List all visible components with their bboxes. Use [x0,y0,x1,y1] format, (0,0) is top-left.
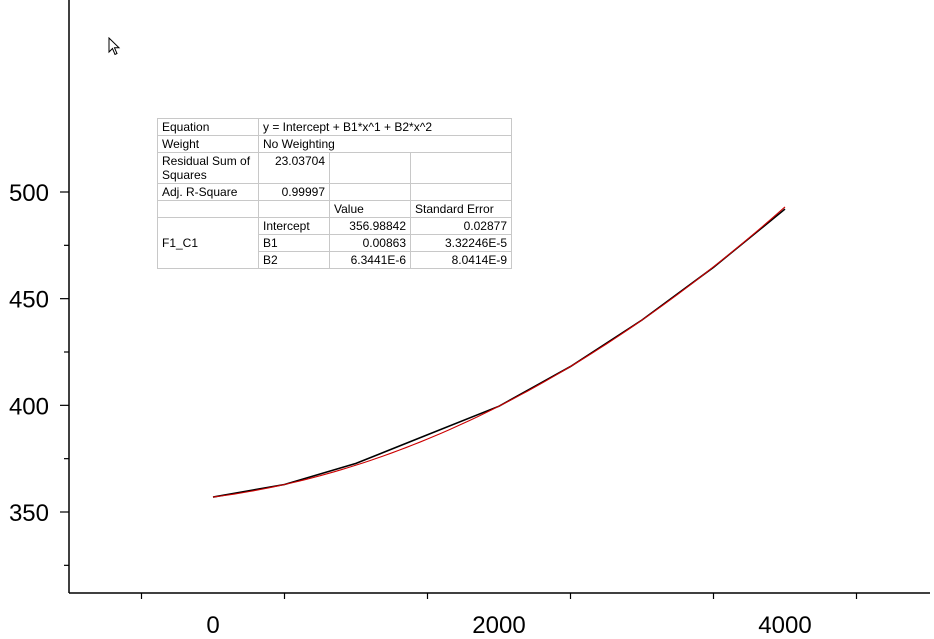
param-standard-error: 3.32246E-5 [410,234,512,252]
adj-r-square-label: Adj. R-Square [157,183,259,201]
param-name: Intercept [258,217,330,235]
table-row: Adj. R-Square 0.99997 [157,183,512,201]
param-value: 6.3441E-6 [329,251,411,269]
y-tick-label: 350 [9,500,49,527]
series [212,206,786,498]
param-value: 356.98842 [329,217,411,235]
fit-curve-line [212,206,786,498]
weight-value: No Weighting [258,135,512,153]
x-tick-label: 0 [206,612,219,639]
mouse-cursor-icon [108,37,121,56]
table-row: B1 0.00863 3.32246E-5 [158,234,512,252]
axes [68,0,930,594]
x-ticks: 0 2000 4000 [140,593,858,639]
param-name: B2 [258,251,330,269]
y-ticks: 350 400 450 500 [9,180,69,566]
y-tick-label: 500 [9,180,49,207]
value-header: Value [329,200,411,218]
rss-label: Residual Sum of Squares [157,152,259,184]
param-standard-error: 8.0414E-9 [410,251,512,269]
table-row: B2 6.3441E-6 8.0414E-9 [158,251,512,269]
table-row: F1_C1 Intercept 356.98842 0.02877 [157,217,512,269]
table-row: Weight No Weighting [157,135,512,153]
standard-error-header: Standard Error [410,200,512,218]
dataset-label: F1_C1 [157,217,259,269]
param-value: 0.00863 [329,234,411,252]
table-row: Value Standard Error [157,200,512,218]
table-row: Residual Sum of Squares 23.03704 [157,152,512,184]
adj-r-square-value: 0.99997 [258,183,330,201]
param-name: B1 [258,234,330,252]
weight-label: Weight [157,135,259,153]
rss-value: 23.03704 [258,152,330,184]
equation-label: Equation [157,118,259,136]
param-standard-error: 0.02877 [410,217,512,235]
y-tick-label: 450 [9,287,49,314]
table-row: Equation y = Intercept + B1*x^1 + B2*x^2 [157,118,512,136]
fit-results-table: Equation y = Intercept + B1*x^1 + B2*x^2… [157,118,512,269]
equation-value: y = Intercept + B1*x^1 + B2*x^2 [258,118,512,136]
y-tick-label: 400 [9,393,49,420]
x-tick-label: 4000 [758,612,811,639]
x-tick-label: 2000 [472,612,525,639]
